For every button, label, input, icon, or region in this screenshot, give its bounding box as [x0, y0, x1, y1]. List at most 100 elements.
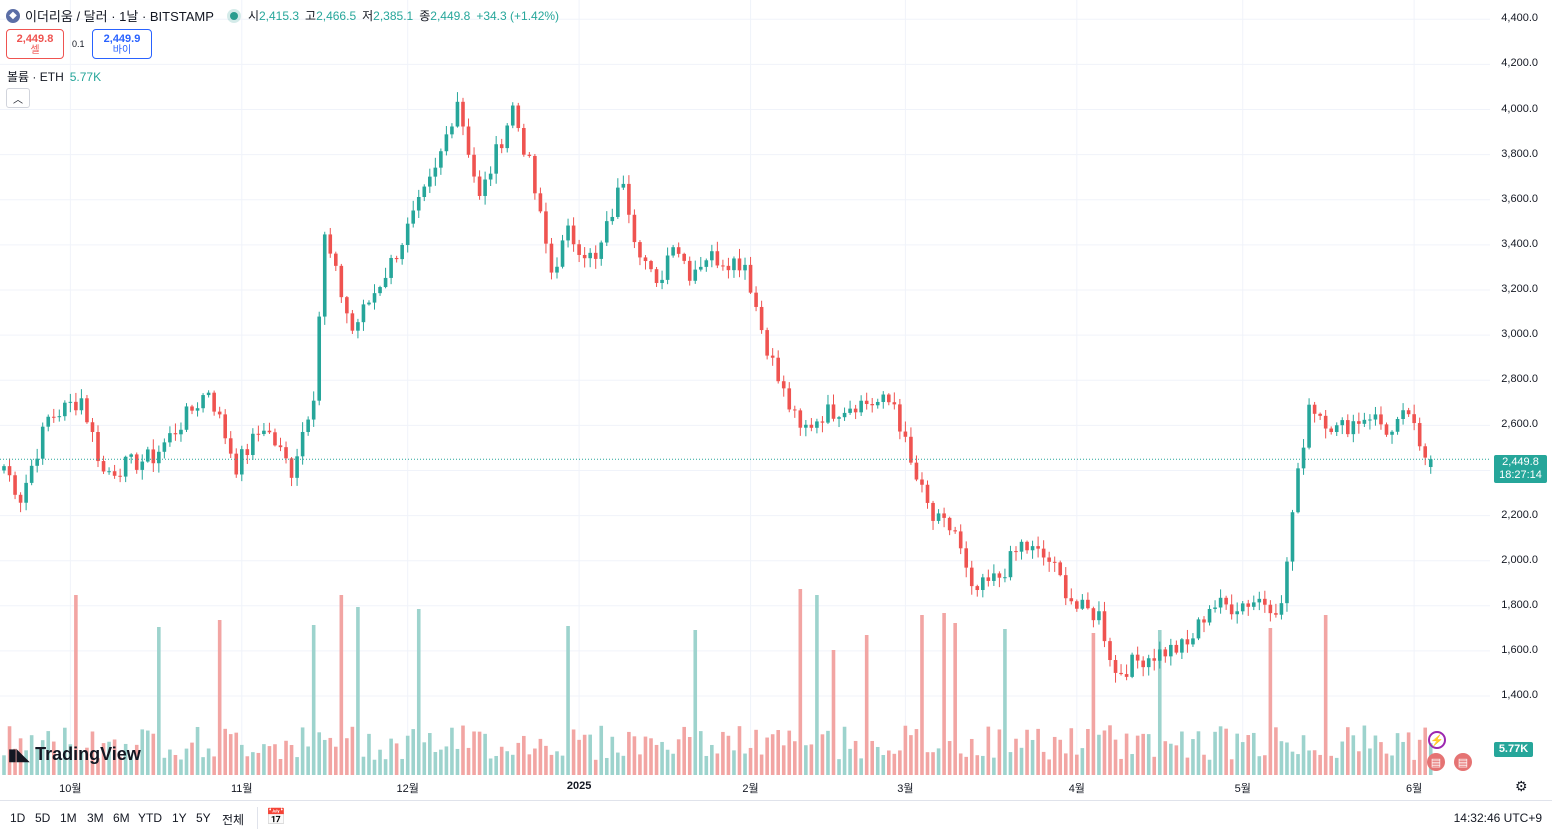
volume-bar	[1257, 756, 1262, 775]
candle-body	[267, 430, 272, 433]
volume-bar	[859, 758, 863, 775]
volume-bar	[1014, 738, 1018, 775]
timeframe-button[interactable]: 1Y	[172, 811, 187, 825]
candle-body	[278, 445, 283, 448]
buy-button[interactable]: 2,449.9 바이	[92, 29, 152, 59]
volume-bar	[1180, 731, 1184, 775]
price-tick-label: 1,600.0	[1501, 643, 1538, 656]
candle-body	[1423, 446, 1428, 458]
price-tick-label: 2,800.0	[1501, 373, 1538, 386]
candle-body	[1246, 603, 1251, 607]
candle-body	[1290, 512, 1295, 562]
timeframe-button[interactable]: 5D	[35, 811, 51, 825]
volume-bar	[1285, 742, 1289, 775]
us-flag-event-icon[interactable]: ▤	[1454, 753, 1472, 771]
candle-body	[505, 125, 510, 149]
volume-bar	[577, 739, 581, 775]
candle-body	[184, 406, 189, 430]
candle-body	[195, 408, 200, 411]
volume-bar	[118, 756, 122, 775]
symbol-title[interactable]: 이더리움 / 달러 · 1날 · BITSTAMP	[25, 9, 214, 24]
candle-body	[1196, 619, 1201, 639]
price-chart[interactable]	[0, 0, 1552, 800]
volume-bar	[544, 745, 548, 775]
price-tick-label: 4,400.0	[1501, 12, 1538, 25]
volume-bar	[947, 741, 952, 775]
tradingview-logo[interactable]: ▮◣ TradingView	[8, 744, 141, 765]
price-tick-label: 3,200.0	[1501, 282, 1538, 295]
chevron-up-icon[interactable]: ︿	[6, 88, 30, 108]
us-flag-event-icon[interactable]: ▤	[1427, 753, 1445, 771]
volume-bar	[538, 738, 543, 775]
candle-body	[63, 402, 67, 417]
volume-bar	[422, 742, 427, 775]
volume-bar	[1274, 727, 1278, 775]
candle-body	[306, 419, 310, 432]
settings-gear-icon[interactable]: ⚙	[1515, 778, 1528, 794]
volume-bar	[1235, 733, 1239, 775]
volume-bar	[245, 756, 250, 775]
volume-bar	[1417, 739, 1422, 775]
volume-bar	[488, 758, 493, 775]
volume-bar	[737, 726, 742, 775]
volume-bar	[588, 734, 592, 775]
candle-body	[1251, 602, 1256, 607]
volume-bar	[40, 740, 45, 775]
candle-body	[1047, 557, 1051, 562]
candle-body	[367, 302, 371, 305]
volume-bar	[416, 609, 421, 775]
volume-bar	[748, 747, 753, 775]
volume-bar	[969, 738, 974, 775]
candle-body	[1379, 414, 1383, 425]
volume-bar	[29, 735, 34, 775]
volume-legend[interactable]: 볼륨 · ETH 5.77K	[7, 68, 101, 85]
timeframe-button[interactable]: YTD	[138, 811, 162, 825]
volume-bar	[179, 759, 183, 775]
lightning-event-icon[interactable]: ⚡	[1428, 731, 1446, 749]
high-label: 고	[305, 9, 317, 23]
candle-body	[168, 433, 172, 443]
volume-bar	[1379, 742, 1383, 775]
volume-bar	[798, 589, 803, 775]
candle-body	[1412, 414, 1416, 424]
candle-body	[311, 400, 316, 420]
candle-body	[931, 502, 935, 521]
timeframe-button[interactable]: 6M	[113, 811, 130, 825]
clock-time[interactable]: 14:32:46 UTC+9	[1453, 811, 1542, 825]
candle-body	[107, 471, 111, 473]
timeframe-button[interactable]: 5Y	[196, 811, 211, 825]
candle-body	[1169, 644, 1173, 657]
timeframe-button[interactable]: 3M	[87, 811, 104, 825]
candle-body	[1152, 658, 1157, 661]
candle-body	[726, 265, 731, 271]
volume-bar	[953, 623, 957, 775]
volume-bar	[1329, 755, 1333, 775]
volume-bar	[1207, 759, 1212, 775]
volume-bar	[804, 745, 808, 775]
sell-button[interactable]: 2,449.8 셀	[6, 29, 64, 59]
candle-body	[13, 475, 17, 495]
volume-bar	[151, 733, 156, 775]
volume-bar	[356, 607, 360, 775]
candle-body	[831, 404, 836, 419]
volume-bar	[726, 735, 731, 775]
candle-body	[1135, 654, 1140, 661]
candle-body	[1329, 428, 1333, 433]
time-tick-label: 10월	[59, 783, 82, 795]
volume-bar	[107, 741, 111, 775]
calendar-goto-icon[interactable]: 📅	[266, 809, 286, 826]
candle-body	[704, 260, 709, 267]
candle-body	[1124, 674, 1129, 677]
volume-bar	[621, 755, 626, 775]
volume-bar	[140, 729, 145, 775]
candle-body	[887, 394, 891, 403]
volume-bar	[278, 758, 283, 775]
candle-body	[361, 304, 366, 323]
candle-body	[145, 449, 150, 462]
timeframe-button[interactable]: 전체	[222, 813, 245, 827]
timeframe-button[interactable]: 1D	[10, 811, 26, 825]
volume-bar	[444, 746, 449, 775]
candle-body	[527, 154, 532, 156]
timeframe-button[interactable]: 1M	[60, 811, 77, 825]
candle-body	[295, 456, 299, 478]
